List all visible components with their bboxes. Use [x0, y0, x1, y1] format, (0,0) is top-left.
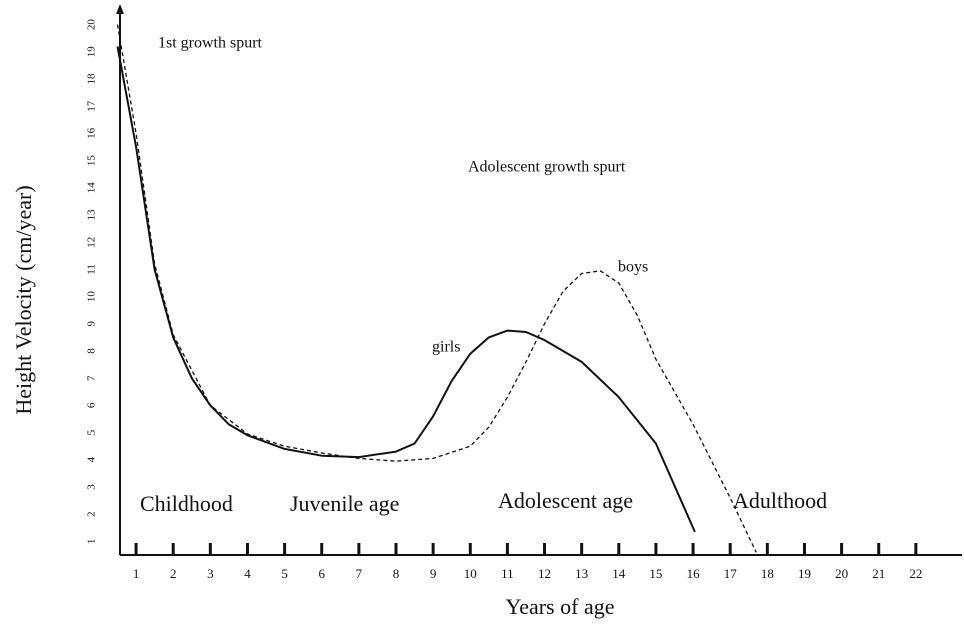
x-tick-label: 3: [207, 566, 214, 581]
y-tick-label: 11: [86, 264, 98, 275]
y-tick-label: 15: [86, 155, 98, 167]
y-tick-label: 14: [86, 182, 98, 194]
x-tick-label: 21: [872, 566, 885, 581]
x-tick-label: 22: [909, 566, 922, 581]
y-tick-label: 3: [86, 484, 98, 490]
y-tick-label: 7: [86, 375, 98, 381]
phase-label: Juvenile age: [290, 491, 399, 516]
x-tick-label: 5: [281, 566, 288, 581]
y-tick-label: 6: [86, 402, 98, 408]
y-tick-label: 16: [86, 127, 98, 139]
phase-label: Childhood: [140, 491, 233, 516]
axis-arrow: [116, 4, 124, 14]
y-tick-label: 4: [86, 457, 98, 463]
annotation: Adolescent growth spurt: [468, 159, 626, 176]
y-tick-label: 19: [86, 46, 98, 58]
annotation: 1st growth spurt: [158, 35, 263, 52]
y-tick-label: 18: [86, 73, 98, 85]
y-axis-title: Height Velocity (cm/year): [11, 185, 36, 414]
y-tick-label: 8: [86, 348, 98, 354]
x-tick-label: 6: [318, 566, 325, 581]
x-tick-label: 20: [835, 566, 848, 581]
y-tick-label: 1: [86, 539, 98, 545]
x-tick-label: 13: [575, 566, 588, 581]
y-tick-label: 20: [86, 19, 98, 31]
phase-label: Adolescent age: [498, 488, 633, 513]
x-tick-label: 7: [356, 566, 363, 581]
y-tick-label: 5: [86, 429, 98, 435]
x-tick-label: 9: [430, 566, 437, 581]
series-label: girls: [432, 339, 460, 356]
x-tick-label: 17: [724, 566, 738, 581]
x-tick-label: 12: [538, 566, 551, 581]
x-tick-label: 8: [393, 566, 400, 581]
x-tick-label: 2: [170, 566, 177, 581]
y-tick-label: 9: [86, 321, 98, 327]
x-tick-label: 16: [687, 566, 701, 581]
series-line: [116, 46, 696, 533]
y-tick-label: 17: [86, 100, 98, 112]
x-tick-label: 4: [244, 566, 251, 581]
x-tick-label: 10: [464, 566, 477, 581]
x-tick-label: 14: [612, 566, 626, 581]
y-tick-label: 12: [86, 237, 98, 248]
x-tick-label: 11: [501, 566, 514, 581]
phase-label: Adulthood: [733, 488, 827, 513]
x-tick-label: 18: [761, 566, 774, 581]
series-label: boys: [618, 259, 648, 276]
y-tick-label: 2: [86, 511, 98, 517]
x-tick-label: 19: [798, 566, 811, 581]
x-axis-title: Years of age: [506, 594, 615, 619]
series-line: [116, 24, 757, 553]
y-tick-label: 10: [86, 291, 98, 303]
x-tick-label: 15: [649, 566, 662, 581]
y-tick-label: 13: [86, 209, 98, 221]
x-tick-label: 1: [133, 566, 140, 581]
